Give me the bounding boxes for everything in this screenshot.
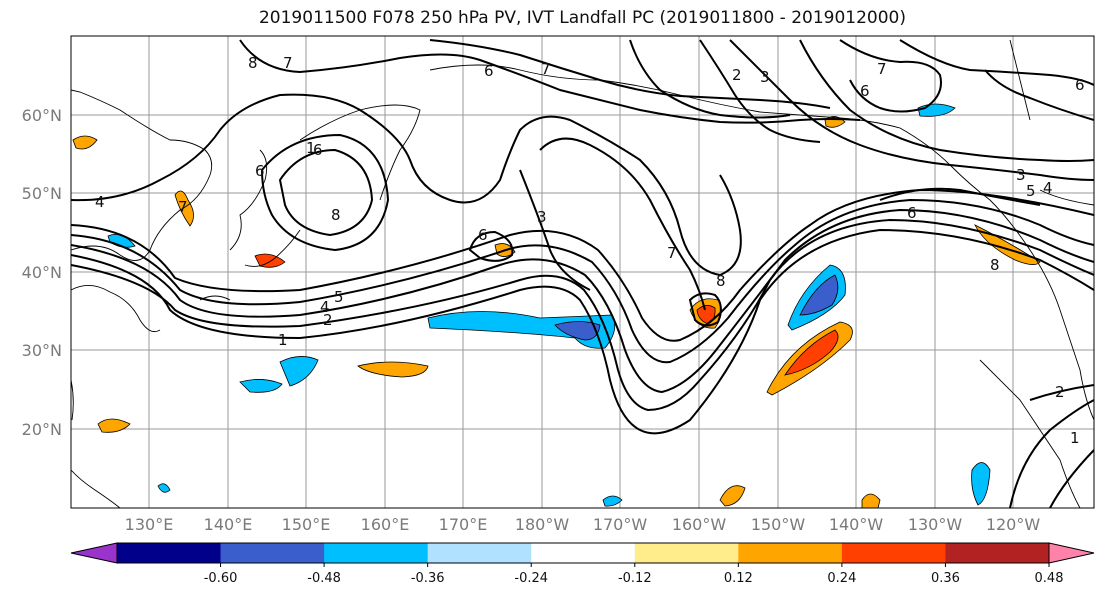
contour-label: 2 bbox=[1055, 383, 1065, 401]
ivt-patch bbox=[719, 485, 746, 507]
colorbar-extend-low bbox=[70, 542, 118, 564]
colorbar-segment bbox=[220, 543, 325, 563]
contour-label: 7 bbox=[877, 60, 887, 78]
ivt-patch bbox=[239, 379, 283, 393]
contour-label: 7 bbox=[283, 54, 293, 72]
lon-label: 120°W bbox=[986, 515, 1041, 534]
ivt-patch bbox=[602, 495, 623, 507]
colorbar-extend-high bbox=[1048, 542, 1095, 564]
contour-label: 6 bbox=[313, 141, 323, 159]
contour-label: 5 bbox=[334, 288, 344, 306]
contour-label: 1 bbox=[306, 139, 316, 157]
lon-label: 130°E bbox=[125, 515, 174, 534]
colorbar-tick-label: 0.48 bbox=[1035, 571, 1064, 586]
colorbar-tick-label: 0.12 bbox=[724, 571, 753, 586]
colorbar-segment bbox=[427, 543, 532, 563]
contour-label: 6 bbox=[255, 162, 265, 180]
ivt-patch bbox=[174, 190, 194, 227]
lat-label: 50°N bbox=[22, 184, 62, 203]
lon-label: 140°E bbox=[204, 515, 253, 534]
contour-label: 6 bbox=[484, 62, 494, 80]
contour-label: 2 bbox=[732, 66, 742, 84]
lon-label: 160°E bbox=[361, 515, 410, 534]
contour-label: 5 bbox=[1026, 182, 1036, 200]
lat-label: 30°N bbox=[22, 341, 62, 360]
colorbar-tick-label: -0.48 bbox=[307, 571, 341, 586]
contour-label: 7 bbox=[667, 244, 677, 262]
lon-label: 160°W bbox=[672, 515, 727, 534]
colorbar-segment bbox=[634, 543, 739, 563]
ivt-patch bbox=[254, 253, 286, 268]
map-frame bbox=[70, 35, 1095, 509]
ivt-patch bbox=[157, 483, 171, 493]
ivt-patch bbox=[861, 493, 881, 508]
contour-label: 6 bbox=[1075, 76, 1085, 94]
ivt-patch bbox=[97, 418, 131, 433]
contour-label: 4 bbox=[1043, 179, 1053, 197]
contour-label: 3 bbox=[760, 68, 770, 86]
contour-label: 7 bbox=[178, 198, 188, 216]
ivt-patch bbox=[554, 321, 601, 341]
lat-label: 20°N bbox=[22, 420, 62, 439]
ivt-patch bbox=[357, 361, 429, 378]
contour-label: 4 bbox=[95, 193, 105, 211]
contour-label: 2 bbox=[323, 311, 333, 329]
colorbar-tick-label: -0.12 bbox=[618, 571, 652, 586]
colorbar-segment bbox=[324, 543, 429, 563]
colorbar-segment bbox=[945, 543, 1050, 563]
contour-label: 1 bbox=[1070, 429, 1080, 447]
colorbar-frame bbox=[116, 542, 1050, 564]
colorbar: -0.60 -0.48 -0.36 -0.24 -0.12 0.12 0.24 0.36 0.4… bbox=[70, 542, 1095, 586]
coastlines bbox=[71, 39, 1094, 508]
lon-label: 130°W bbox=[908, 515, 963, 534]
colorbar-segment bbox=[841, 543, 946, 563]
ivt-patch bbox=[784, 329, 839, 376]
longitude-labels: 130°E 140°E 150°E 160°E 170°E 180°W 170°… bbox=[125, 515, 1041, 534]
contour-label: 8 bbox=[716, 272, 726, 290]
lon-label: 150°E bbox=[282, 515, 331, 534]
contour-label: 7 bbox=[541, 60, 551, 78]
lat-label: 60°N bbox=[22, 106, 62, 125]
contour-label: 8 bbox=[331, 206, 341, 224]
colorbar-segment bbox=[117, 543, 222, 563]
latitude-labels: 60°N 50°N 40°N 30°N 20°N bbox=[22, 106, 62, 439]
contour-label: 1 bbox=[278, 331, 288, 349]
contour-label: 6 bbox=[860, 82, 870, 100]
colorbar-tick-label: -0.36 bbox=[411, 571, 445, 586]
colorbar-segment bbox=[531, 543, 636, 563]
lon-label: 170°W bbox=[593, 515, 648, 534]
lon-label: 140°W bbox=[829, 515, 884, 534]
colorbar-segment bbox=[738, 543, 843, 563]
map-title: 2019011500 F078 250 hPa PV, IVT Landfall… bbox=[258, 8, 906, 28]
contour-label: 6 bbox=[478, 226, 488, 244]
ivt-patch bbox=[72, 135, 98, 150]
colorbar-tick-label: 0.36 bbox=[931, 571, 960, 586]
contour-label: 3 bbox=[537, 208, 547, 226]
contour-label: 3 bbox=[1016, 166, 1026, 184]
ivt-patch bbox=[799, 274, 839, 316]
contour-labels: 8 7 6 7 2 3 7 6 6 6 4 7 6 1 8 6 3 7 8 4 … bbox=[95, 54, 1085, 447]
lon-label: 170°E bbox=[439, 515, 488, 534]
ivt-filled-contours bbox=[72, 103, 1041, 508]
lon-label: 180°W bbox=[515, 515, 570, 534]
colorbar-tick-label: -0.24 bbox=[514, 571, 548, 586]
lat-label: 40°N bbox=[22, 263, 62, 282]
colorbar-tick-label: -0.60 bbox=[204, 571, 238, 586]
contour-label: 6 bbox=[907, 204, 917, 222]
ivt-patch bbox=[279, 356, 319, 387]
contour-label: 8 bbox=[990, 256, 1000, 274]
contour-label: 8 bbox=[248, 54, 258, 72]
ivt-patch bbox=[971, 462, 991, 506]
pv-contours bbox=[71, 39, 1094, 508]
ivt-patch bbox=[427, 311, 616, 349]
contour-label: 4 bbox=[320, 298, 330, 316]
colorbar-tick-label: 0.24 bbox=[827, 571, 856, 586]
lon-label: 150°W bbox=[751, 515, 806, 534]
